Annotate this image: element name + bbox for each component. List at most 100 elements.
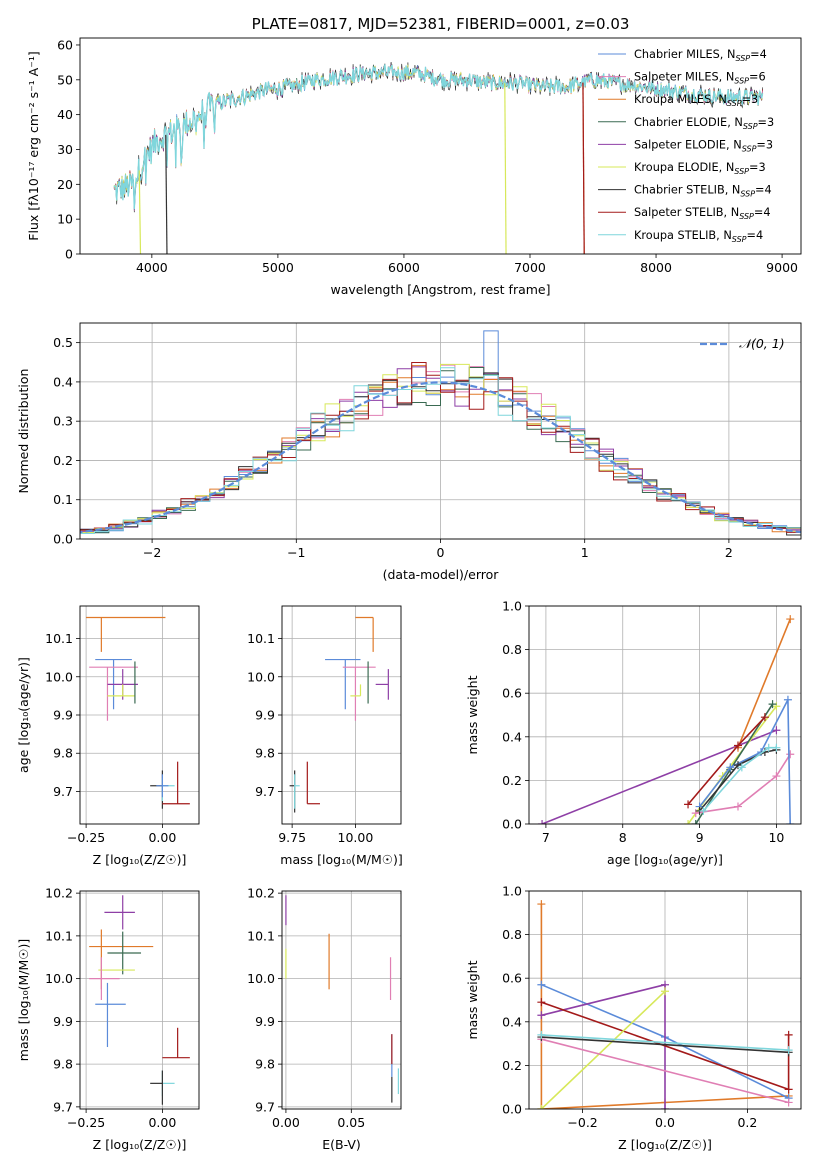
plot-area bbox=[285, 895, 399, 1103]
y-tick-label: 0.8 bbox=[502, 642, 522, 657]
x-tick-label: 9000 bbox=[766, 260, 798, 275]
weight-marker bbox=[661, 987, 669, 996]
y-tick-label: 0.5 bbox=[53, 335, 73, 350]
spectrum-panel: 4000 5000 6000 7000 8000 9000 0 10 20 30 40 50 60 wav… bbox=[26, 15, 802, 297]
x-axis-label: wavelength [Angstrom, rest frame] bbox=[330, 282, 550, 297]
spectrum-line-kroupa_stelib bbox=[113, 64, 764, 210]
y-tick-label: 20 bbox=[57, 177, 73, 192]
x-tick-label: 2 bbox=[725, 545, 733, 560]
y-axis-label: mass weight bbox=[465, 960, 480, 1039]
y-tick-label: 9.9 bbox=[53, 708, 73, 723]
x-tick-label: 8000 bbox=[640, 260, 672, 275]
mass-age-panel: 9.75 10.00 9.7 9.8 9.9 10.0 10.1 mass [log₁₀(M/… bbox=[247, 605, 403, 867]
y-tick-label: 9.7 bbox=[255, 784, 275, 799]
weight-marker bbox=[768, 700, 777, 709]
weight-line-kroupa_elodie bbox=[540, 990, 666, 1109]
x-tick-label: 0.00 bbox=[148, 830, 176, 845]
x-axis-label: (data-model)/error bbox=[383, 567, 500, 582]
axes-frame bbox=[528, 890, 802, 1110]
x-tick-label: 0 bbox=[437, 545, 445, 560]
legend-entry: Kroupa MILES, NSSP=3 bbox=[634, 93, 758, 108]
errorbar-point-salpeter_stelib bbox=[306, 761, 320, 805]
errorbar-point-chabrier_stelib bbox=[150, 1070, 163, 1105]
axes-frame bbox=[281, 890, 402, 1110]
y-tick-label: 9.7 bbox=[53, 1099, 73, 1114]
plot-area bbox=[89, 895, 190, 1105]
y-tick-label: 9.7 bbox=[255, 1099, 275, 1114]
y-axis-label: mass weight bbox=[465, 675, 480, 754]
weight-marker bbox=[786, 750, 795, 759]
x-axis-label: age [log₁₀(age/yr)] bbox=[607, 852, 723, 867]
axes-frame bbox=[79, 890, 200, 1110]
x-axis-label: Z [log₁₀(Z/Z☉)] bbox=[93, 852, 187, 867]
x-tick-label: 9 bbox=[696, 830, 704, 845]
y-tick-label: 40 bbox=[57, 107, 73, 122]
x-tick-label: 1 bbox=[581, 545, 589, 560]
errorbar-point-kroupa_stelib bbox=[161, 1070, 175, 1097]
plot-area bbox=[86, 616, 190, 809]
errorbar-point-kroupa_elodie bbox=[107, 684, 135, 697]
x-tick-label: −0.25 bbox=[67, 1115, 105, 1130]
y-tick-label: 0.4 bbox=[53, 374, 73, 389]
weight-marker bbox=[733, 802, 742, 811]
errorbar-point-kroupa_miles bbox=[89, 929, 154, 990]
x-tick-label: −2 bbox=[143, 545, 161, 560]
legend-entry: Salpeter MILES, NSSP=6 bbox=[634, 71, 766, 86]
y-tick-label: 10.1 bbox=[247, 631, 275, 646]
legend-entry: Salpeter ELODIE, NSSP=3 bbox=[634, 138, 773, 153]
plot-area bbox=[537, 900, 793, 1109]
grid-lines bbox=[80, 891, 199, 1109]
y-tick-label: 0.0 bbox=[502, 1102, 522, 1117]
weight-marker bbox=[684, 820, 693, 824]
axes-frame bbox=[79, 605, 200, 825]
spectrum-dropout bbox=[504, 83, 507, 254]
y-tick-label: 9.8 bbox=[255, 746, 275, 761]
axes: 9.75 10.00 9.7 9.8 9.9 10.0 10.1 mass [log₁₀(M/… bbox=[247, 605, 403, 867]
y-tick-label: 9.9 bbox=[53, 1014, 73, 1029]
y-tick-label: 10.0 bbox=[45, 971, 73, 986]
x-tick-label: 10 bbox=[768, 830, 784, 845]
x-axis-label: E(B-V) bbox=[322, 1137, 361, 1152]
y-tick-label: 0.3 bbox=[53, 414, 73, 429]
grid-lines bbox=[282, 891, 401, 1109]
spectrum-dropout bbox=[582, 82, 585, 254]
errorbar-point-salpeter_stelib bbox=[162, 1027, 190, 1059]
weight-marker bbox=[786, 615, 795, 624]
x-tick-label: 0.2 bbox=[737, 1115, 757, 1130]
y-axis-label: mass [log₁₀(M/M☉)] bbox=[16, 939, 31, 1061]
errorbar-point-kroupa_miles bbox=[86, 616, 166, 652]
axes-frame bbox=[79, 322, 802, 540]
errorbar-point-salpeter_elodie bbox=[104, 895, 135, 930]
y-tick-label: 9.8 bbox=[53, 1057, 73, 1072]
x-tick-label: 0.0 bbox=[655, 1115, 675, 1130]
y-tick-label: 0.2 bbox=[502, 773, 522, 788]
weight-line-salpeter_miles bbox=[541, 1038, 789, 1104]
chart-title: PLATE=0817, MJD=52381, FIBERID=0001, z=0… bbox=[252, 15, 630, 33]
y-tick-label: 9.7 bbox=[53, 784, 73, 799]
errorbar-point-salpeter_miles bbox=[342, 666, 376, 721]
errorbar-point-chabrier_miles bbox=[95, 982, 126, 1048]
errorbar-point-kroupa_stelib bbox=[161, 778, 175, 802]
axes-frame bbox=[528, 605, 802, 825]
y-tick-label: 10.0 bbox=[247, 971, 275, 986]
axes: 4000 5000 6000 7000 8000 9000 0 10 20 30 40 50 60 wav… bbox=[26, 15, 802, 297]
weight-marker bbox=[661, 1105, 669, 1109]
x-axis-label: mass [log₁₀(M/M☉)] bbox=[280, 852, 402, 867]
weight-marker bbox=[784, 1098, 793, 1107]
x-tick-label: 0.00 bbox=[272, 1115, 300, 1130]
weight-marker bbox=[538, 820, 547, 824]
weight-marker bbox=[537, 900, 546, 909]
weight-marker bbox=[772, 743, 781, 752]
y-tick-label: 0.0 bbox=[53, 532, 73, 547]
weight-line-kroupa_miles bbox=[540, 904, 789, 1109]
weight-marker bbox=[772, 772, 781, 781]
y-axis-label: age [log₁₀(age/yr)] bbox=[16, 657, 31, 773]
legend-entry: Kroupa STELIB, NSSP=4 bbox=[634, 229, 763, 244]
y-tick-label: 1.0 bbox=[502, 884, 522, 899]
plot-area bbox=[113, 61, 764, 254]
x-tick-label: 5000 bbox=[262, 260, 294, 275]
y-tick-label: 0.0 bbox=[502, 817, 522, 832]
errorbar-point-kroupa_elodie bbox=[350, 684, 362, 697]
plot-area bbox=[289, 616, 389, 813]
legend-entry: Chabrier ELODIE, NSSP=3 bbox=[634, 116, 774, 131]
